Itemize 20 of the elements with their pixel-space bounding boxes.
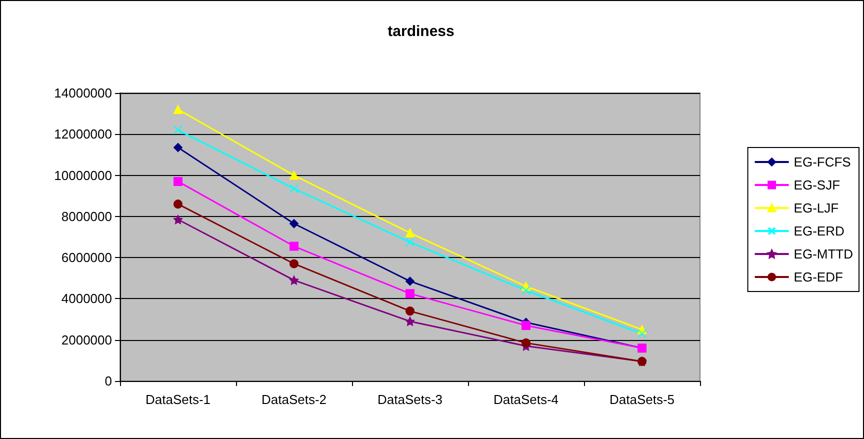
- x-tick-label: DataSets-5: [609, 392, 675, 407]
- y-tick-label: 12000000: [54, 126, 112, 142]
- legend-label: EG-FCFS: [794, 154, 852, 170]
- x-tick-label: DataSets-3: [377, 392, 443, 407]
- x-tick-label: DataSets-1: [145, 392, 211, 407]
- x-tick-label: DataSets-4: [493, 392, 559, 407]
- y-tick-label: 0: [104, 374, 112, 388]
- y-tick-label: 2000000: [61, 332, 112, 348]
- legend-label: EG-LJF: [794, 200, 839, 216]
- y-tick-label: 4000000: [61, 291, 112, 306]
- legend-label: EG-MTTD: [794, 246, 854, 262]
- legend-label: EG-EDF: [794, 270, 843, 284]
- x-tick-label: DataSets-2: [261, 392, 327, 407]
- y-tick-label: 14000000: [54, 86, 112, 100]
- y-tick-label: 8000000: [61, 208, 112, 224]
- legend-label: EG-SJF: [794, 178, 840, 192]
- chart-title: tardiness: [388, 23, 454, 40]
- legend-label: EG-ERD: [794, 224, 844, 238]
- y-tick-label: 10000000: [54, 168, 112, 183]
- y-tick-label: 6000000: [61, 250, 112, 266]
